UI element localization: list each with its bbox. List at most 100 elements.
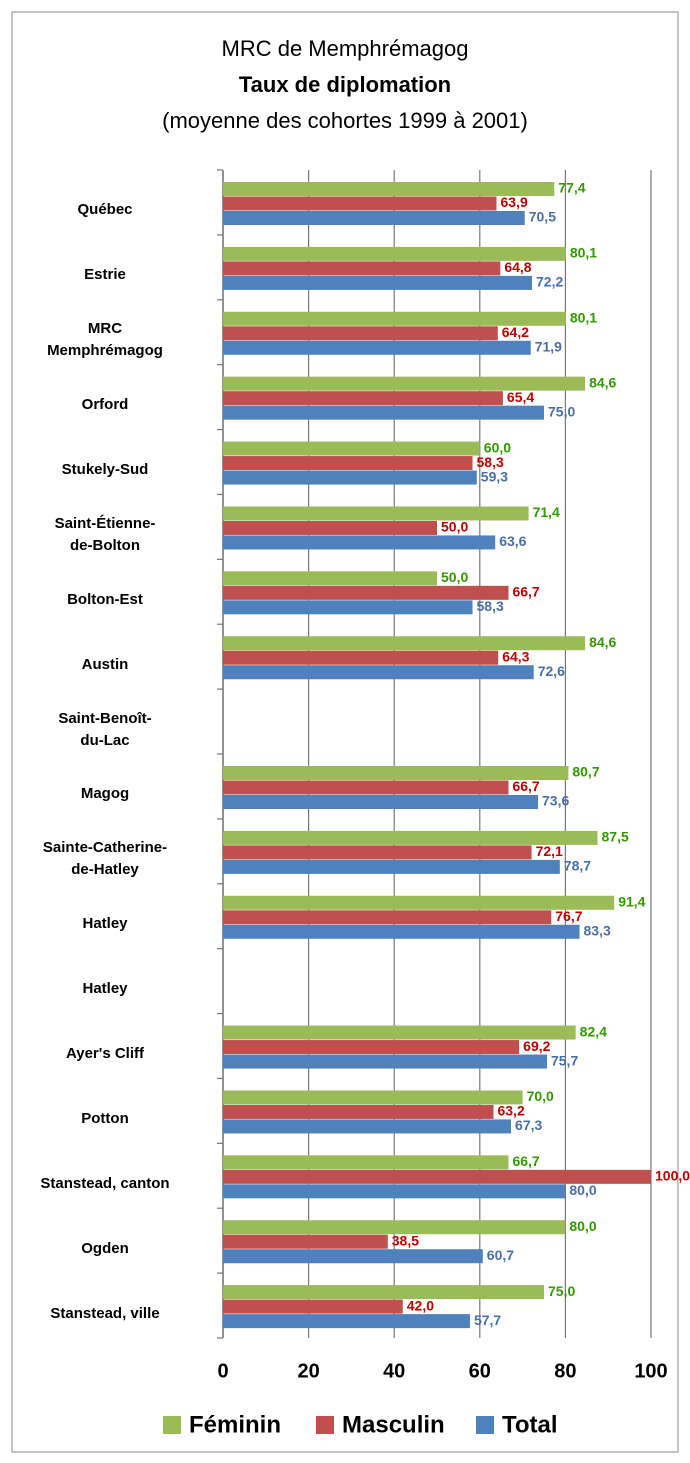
bar: [223, 766, 569, 780]
value-label: 75,0: [548, 403, 575, 419]
value-label: 80,7: [572, 764, 599, 780]
bar: [223, 246, 566, 261]
category-label: Estrie: [84, 266, 126, 284]
bar: [223, 845, 532, 860]
bar: [223, 211, 525, 225]
bar: [223, 1155, 509, 1170]
value-label: 80,1: [570, 309, 597, 325]
category-label: Magog: [80, 785, 130, 803]
value-label: 65,4: [507, 389, 534, 405]
value-label: 59,3: [481, 468, 508, 484]
bar: [223, 650, 499, 665]
bar: [223, 311, 566, 326]
bar: [223, 470, 477, 485]
bar: [223, 261, 501, 276]
value-label: 60,7: [487, 1247, 514, 1263]
value-label: 71,9: [535, 338, 562, 354]
x-tick-label: 60: [469, 1360, 491, 1382]
bar: [223, 1169, 651, 1184]
bar: [223, 830, 598, 845]
category-label: Stanstead, canton: [40, 1174, 170, 1192]
value-label: 80,0: [569, 1218, 596, 1234]
bar: [223, 1285, 544, 1300]
bar: [223, 535, 496, 550]
category-label: Bolton-Est: [67, 590, 143, 608]
value-label: 72,1: [536, 843, 563, 859]
bar: [223, 196, 497, 211]
bar: [223, 1234, 388, 1249]
bar: [223, 910, 552, 925]
x-tick-label: 20: [297, 1360, 319, 1382]
value-label: 84,6: [589, 634, 616, 650]
category-label: Stukely-Sud: [61, 461, 149, 478]
bar: [223, 780, 509, 795]
value-label: 75,0: [548, 1283, 575, 1299]
bar: [223, 924, 580, 939]
value-label: 63,6: [499, 533, 526, 549]
value-label: 82,4: [580, 1023, 607, 1039]
value-label: 91,4: [618, 893, 645, 909]
category-label: Austin: [81, 655, 129, 673]
bar: [223, 182, 555, 196]
bar: [223, 600, 473, 615]
bar: [223, 1025, 576, 1040]
x-tick-label: 80: [554, 1360, 576, 1382]
bar: [223, 1054, 547, 1069]
value-label: 66,7: [512, 584, 539, 600]
bar: [223, 391, 503, 406]
bar: [223, 441, 480, 456]
category-label: Saint-Benoît- du-Lac: [58, 709, 152, 749]
chart-title: MRC de Memphrémagog: [222, 36, 469, 61]
bar: [223, 585, 509, 600]
bar: [223, 326, 498, 341]
value-label: 60,0: [484, 439, 511, 455]
bar: [223, 895, 615, 910]
value-label: 70,5: [529, 209, 556, 225]
category-label: Hatley: [82, 915, 128, 933]
value-label: 67,3: [515, 1117, 542, 1133]
legend-label: Total: [502, 1411, 558, 1438]
value-label: 69,2: [523, 1038, 550, 1054]
category-label: Ayer's Cliff: [65, 1045, 145, 1062]
value-label: 63,9: [500, 194, 527, 210]
bar: [223, 859, 560, 874]
bar: [223, 1314, 470, 1329]
value-label: 63,2: [497, 1103, 524, 1119]
category-label: Potton: [81, 1109, 129, 1127]
value-label: 58,3: [477, 598, 504, 614]
value-label: 71,4: [533, 504, 560, 520]
legend-label: Masculin: [342, 1411, 445, 1438]
value-label: 84,6: [589, 374, 616, 390]
bar: [223, 376, 586, 391]
category-label: Saint-Étienne- de-Bolton: [54, 514, 156, 554]
x-tick-label: 100: [634, 1360, 667, 1382]
bar: [223, 636, 586, 651]
bar: [223, 1040, 520, 1055]
bar: [223, 1104, 494, 1119]
value-label: 72,2: [536, 274, 563, 290]
value-label: 42,0: [407, 1297, 434, 1313]
value-label: 80,0: [569, 1182, 596, 1198]
value-label: 78,7: [564, 858, 591, 874]
value-label: 50,0: [441, 519, 468, 535]
category-label: Sainte-Catherine- de-Hatley: [42, 839, 168, 879]
value-label: 80,1: [570, 245, 597, 261]
chart-caption: (moyenne des cohortes 1999 à 2001): [162, 108, 528, 133]
bar: [223, 520, 437, 535]
bar: [223, 795, 539, 809]
bar: [223, 340, 531, 355]
legend-swatch: [163, 1416, 181, 1434]
value-label: 66,7: [512, 1153, 539, 1169]
value-label: 77,4: [558, 180, 585, 196]
value-label: 38,5: [392, 1232, 419, 1248]
bar: [223, 275, 533, 290]
category-label: MRC Memphrémagog: [47, 320, 163, 360]
value-label: 76,7: [555, 908, 582, 924]
value-label: 83,3: [584, 922, 611, 938]
bar: [223, 405, 544, 420]
x-tick-label: 40: [383, 1360, 405, 1382]
bar: [223, 1220, 566, 1235]
category-label: Stanstead, ville: [50, 1304, 160, 1322]
x-tick-label: 0: [217, 1360, 228, 1382]
